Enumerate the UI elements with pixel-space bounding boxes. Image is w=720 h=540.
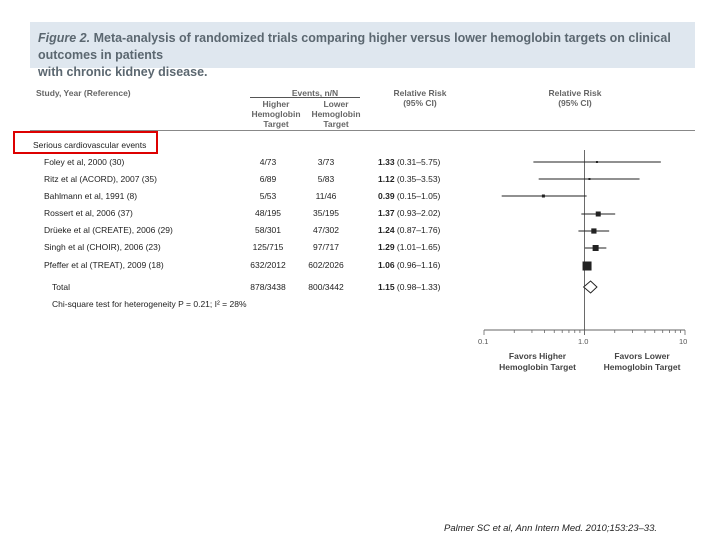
events-header-text: Events, n/N <box>291 88 339 98</box>
study-name: Drüeke et al (CREATE), 2006 (29) <box>44 225 173 235</box>
study-header: Study, Year (Reference) <box>36 88 131 98</box>
lower-events: 602/2026 <box>308 260 344 270</box>
heterogeneity-text: Chi-square test for heterogeneity P = 0.… <box>52 299 247 309</box>
rr-value: 1.33 <box>378 157 395 167</box>
rr-value: 1.06 <box>378 260 395 270</box>
header-rule <box>30 130 695 131</box>
rr-value: 1.37 <box>378 208 395 218</box>
relative-risk: 1.37 (0.93–2.02) <box>378 208 440 219</box>
lower-events: 5/83 <box>317 174 335 184</box>
lower-hemoglobin: Hemoglobin <box>311 109 361 119</box>
tick-label-1.0: 1.0 <box>578 337 589 346</box>
figure-title: Figure 2. Meta-analysis of randomized tr… <box>38 30 688 81</box>
rr-header-label: Relative Risk <box>393 88 447 98</box>
favors-higher-2: Hemoglobin Target <box>499 362 576 372</box>
rr-ci: (0.87–1.76) <box>394 225 441 235</box>
higher-events: 4/73 <box>259 157 277 167</box>
higher-events: 48/195 <box>255 208 281 218</box>
rr-ci: (0.35–3.53) <box>394 174 441 184</box>
tick-label-10: 10 <box>679 337 688 346</box>
lower-events: 97/717 <box>313 242 339 252</box>
favors-lower-label: Favors Lower Hemoglobin Target <box>592 351 692 373</box>
rr-ci: (0.96–1.16) <box>394 260 441 270</box>
title-band <box>30 22 695 68</box>
higher-events: 58/301 <box>255 225 281 235</box>
rr-value: 1.12 <box>378 174 395 184</box>
lower-events: 47/302 <box>313 225 339 235</box>
category-label: Serious cardiovascular events <box>33 140 147 150</box>
point-estimate <box>541 194 545 198</box>
higher-events: 125/715 <box>252 242 284 252</box>
total-higher: 878/3438 <box>250 282 286 292</box>
higher-target: Target <box>263 119 289 129</box>
higher-events: 5/53 <box>259 191 277 201</box>
rr-ci: (0.31–5.75) <box>394 157 441 167</box>
rr-value: 1.29 <box>378 242 395 252</box>
higher-header: Higher Hemoglobin Target <box>245 99 307 129</box>
favors-higher-label: Favors Higher Hemoglobin Target <box>490 351 585 373</box>
relative-risk: 1.06 (0.96–1.16) <box>378 260 440 271</box>
events-rule <box>250 97 360 98</box>
total-label: Total <box>52 282 70 292</box>
point-estimate <box>595 211 601 217</box>
highlight-box <box>13 131 158 154</box>
relative-risk: 1.33 (0.31–5.75) <box>378 157 440 168</box>
favors-higher-1: Favors Higher <box>508 351 567 361</box>
tick-label-0.1: 0.1 <box>478 337 489 346</box>
higher-events: 632/2012 <box>250 260 286 270</box>
total-rr: 1.15 (0.98–1.33) <box>378 282 440 293</box>
point-estimate <box>595 161 598 163</box>
figure-title-line1: Meta-analysis of randomized trials compa… <box>38 31 671 62</box>
citation: Palmer SC et al, Ann Intern Med. 2010;15… <box>444 523 658 534</box>
favors-lower-1: Favors Lower <box>614 351 670 361</box>
lower-events: 11/46 <box>315 191 337 201</box>
plot-header: Relative Risk (95% CI) <box>535 88 615 108</box>
lower-header: Lower Hemoglobin Target <box>305 99 367 129</box>
favors-lower-2: Hemoglobin Target <box>603 362 681 372</box>
relative-risk: 0.39 (0.15–1.05) <box>378 191 440 202</box>
total-rr-ci: (0.98–1.33) <box>396 282 441 292</box>
study-name: Foley et al, 2000 (30) <box>44 157 125 167</box>
study-name: Singh et al (CHOIR), 2006 (23) <box>44 242 161 252</box>
total-lower: 800/3442 <box>308 282 344 292</box>
point-estimate <box>582 261 592 271</box>
lower-events: 35/195 <box>313 208 339 218</box>
rr-header: Relative Risk (95% CI) <box>385 88 455 108</box>
study-name: Rossert et al, 2006 (37) <box>44 208 133 218</box>
total-rr-value: 1.15 <box>378 282 395 292</box>
study-name: Bahlmann et al, 1991 (8) <box>44 191 138 201</box>
rr-value: 0.39 <box>378 191 395 201</box>
events-header: Events, n/N <box>270 88 360 98</box>
rr-header-ci: (95% CI) <box>403 98 437 108</box>
figure-title-line2: with chronic kidney disease. <box>38 65 208 79</box>
higher-label: Higher <box>262 99 290 109</box>
lower-events: 3/73 <box>317 157 335 167</box>
rr-ci: (0.93–2.02) <box>394 208 441 218</box>
study-name: Pfeffer et al (TREAT), 2009 (18) <box>44 260 164 270</box>
lower-label: Lower <box>323 99 349 109</box>
forest-plot <box>483 150 686 335</box>
figure-label: Figure 2. <box>38 31 91 45</box>
plot-header-ci: (95% CI) <box>558 98 592 108</box>
rr-ci: (1.01–1.65) <box>394 242 441 252</box>
relative-risk: 1.29 (1.01–1.65) <box>378 242 440 253</box>
higher-hemoglobin: Hemoglobin <box>251 109 301 119</box>
rr-ci: (0.15–1.05) <box>394 191 441 201</box>
plot-header-label: Relative Risk <box>548 88 602 98</box>
relative-risk: 1.12 (0.35–3.53) <box>378 174 440 185</box>
study-name: Ritz et al (ACORD), 2007 (35) <box>44 174 157 184</box>
relative-risk: 1.24 (0.87–1.76) <box>378 225 440 236</box>
lower-target: Target <box>323 119 349 129</box>
rr-value: 1.24 <box>378 225 395 235</box>
point-estimate <box>588 178 591 180</box>
higher-events: 6/89 <box>259 174 277 184</box>
point-estimate <box>592 245 599 251</box>
point-estimate <box>591 228 597 234</box>
pooled-diamond <box>582 280 598 294</box>
